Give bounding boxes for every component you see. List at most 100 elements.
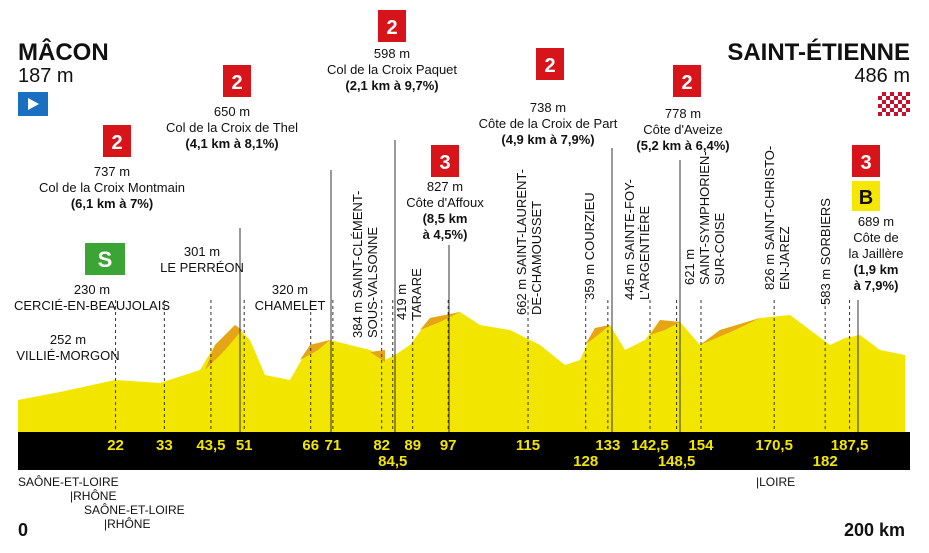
km-marker: 84,5 [378,453,407,470]
climb-flag [378,10,406,42]
climb-detail: (6,1 km à 7%) [71,196,153,211]
vertical-place: 583 m SORBIERS [818,198,833,305]
vertical-place: TARARE [409,268,424,320]
distance-start: 0 [18,520,28,540]
climb-category: 2 [681,72,692,94]
km-marker: 170,5 [755,437,793,454]
km-marker: 128 [573,453,598,470]
climb-category: 2 [231,72,242,94]
km-marker: 115 [516,437,540,454]
climb-category: 2 [544,55,555,77]
km-marker: 82 [373,437,390,454]
place-name: CHAMELET [255,298,326,313]
finish-name: SAINT-ÉTIENNE [727,38,910,66]
climb-detail: à 4,5%) [423,227,468,242]
climb-detail: (2,1 km à 9,7%) [345,78,438,93]
finish-altitude: 486 m [854,65,910,87]
climb-altitude: 778 m [665,106,701,121]
climb-flag [431,145,459,177]
km-marker: 154 [688,437,714,454]
climb-name: Col de la Croix de Thel [166,120,298,135]
vertical-place: EN-JAREZ [777,226,792,290]
checker [878,92,910,116]
start-altitude: 187 m [18,65,74,87]
distance-end: 200 km [844,520,905,540]
climb-flag [103,125,131,157]
climb-altitude: 650 m [214,104,250,119]
place-name: CERCIÉ-EN-BEAUJOLAIS [14,298,170,313]
place-name: VILLIÉ-MORGON [16,348,119,363]
vertical-place: SAINT-SYMPHORIEN- [697,151,712,285]
climb-detail: à 7,9%) [854,278,899,293]
vertical-place: SUR-COISE [712,212,727,285]
vertical-place: 445 m SAINTE-FOY- [622,179,637,300]
km-marker: 33 [156,437,173,454]
km-marker: 51 [236,437,253,454]
km-marker: 133 [595,437,620,454]
climb-name: Côte de la Croix de Part [479,116,618,131]
climb-altitude: 689 m [858,214,894,229]
climb-detail: (8,5 km [423,211,468,226]
km-marker: 71 [325,437,342,454]
km-marker: 43,5 [196,437,225,454]
finish-flag [878,92,910,116]
place-altitude: 230 m [74,282,110,297]
climb-flag [673,65,701,97]
department: SAÔNE-ET-LOIRE [84,502,185,517]
climb-category: 3 [860,152,871,174]
climb-altitude: 827 m [427,179,463,194]
department: |RHÔNE [70,488,116,503]
place-name: LE PERRÉON [160,260,244,275]
vertical-place: 419 m [394,284,409,320]
climb-name: Côte d'Affoux [406,195,484,210]
km-marker: 97 [440,437,457,454]
vertical-place: 662 m SAINT-LAURENT- [514,169,529,315]
vertical-place: 826 m SAINT-CHRISTO- [762,146,777,290]
department: SAÔNE-ET-LOIRE [18,474,119,489]
km-marker: 148,5 [658,453,696,470]
climb-name: Côte de [853,230,899,245]
vertical-place: L'ARGENTIÈRE [637,205,652,300]
bonus-flag [852,181,880,211]
bonus-label: B [859,187,873,209]
sprint-label: S [98,247,113,272]
climb-detail: (5,2 km à 6,4%) [636,138,729,153]
km-marker: 89 [404,437,421,454]
km-marker: 182 [813,453,838,470]
place-altitude: 252 m [50,332,86,347]
km-marker: 66 [302,437,319,454]
vertical-place: 621 m [682,249,697,285]
km-marker: 187,5 [831,437,869,454]
vertical-place: 384 m SAINT-CLÉMENT- [350,191,365,338]
climb-name: Col de la Croix Montmain [39,180,185,195]
climb-flag [223,65,251,97]
climb-altitude: 738 m [530,100,566,115]
climb-category: 3 [439,152,450,174]
climb-name: la Jaillère [849,246,904,261]
vertical-place: SOUS-VALSONNE [365,227,380,338]
vertical-place: DE-CHAMOUSSET [529,201,544,315]
climb-flag [852,145,880,177]
climb-name: Col de la Croix Paquet [327,62,457,77]
climb-name: Côte d'Aveize [643,122,723,137]
climb-flag [536,48,564,80]
place-altitude: 320 m [272,282,308,297]
climb-category: 2 [111,132,122,154]
sprint-icon [85,243,125,275]
climb-detail: (1,9 km [854,262,899,277]
climb-detail: (4,9 km à 7,9%) [501,132,594,147]
start-arrow [28,98,39,110]
department: |RHÔNE [104,516,150,531]
climb-detail: (4,1 km à 8,1%) [185,136,278,151]
department: |LOIRE [756,475,795,489]
climb-altitude: 598 m [374,46,410,61]
km-marker: 142,5 [631,437,669,454]
climb-category: 2 [386,17,397,39]
climb-altitude: 737 m [94,164,130,179]
vertical-place: 359 m COURZIEU [582,192,597,300]
km-marker: 22 [107,437,124,454]
km-band [18,432,910,470]
start-name: MÂCON [18,38,109,66]
